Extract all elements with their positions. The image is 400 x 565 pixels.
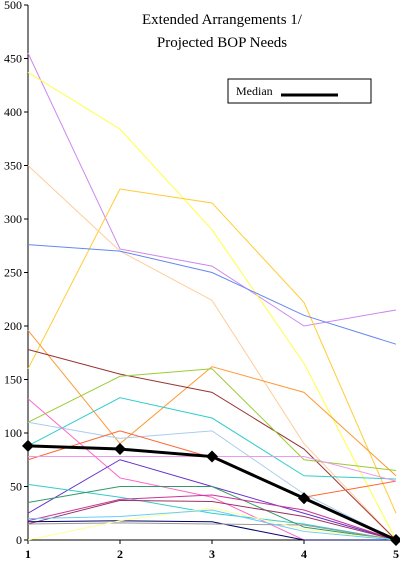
y-tick-label: 450	[4, 52, 22, 66]
median-layer	[22, 439, 400, 546]
series-line-4	[27, 165, 397, 541]
y-tick-label: 200	[4, 319, 22, 333]
legend: Median	[227, 78, 372, 104]
median-marker	[206, 450, 218, 463]
chart-title-line-1: Extended Arrangements 1/	[142, 12, 303, 28]
series-line-5	[27, 244, 397, 345]
series-line-2	[27, 71, 397, 541]
y-tick-label: 150	[4, 373, 22, 387]
y-tick-label: 500	[4, 0, 22, 12]
x-tick-label: 1	[25, 547, 31, 561]
y-tick-label: 100	[4, 426, 22, 440]
series-line-7	[27, 349, 397, 541]
series-line-19	[27, 520, 396, 541]
y-tick-label: 50	[10, 480, 22, 494]
x-tick-label: 3	[209, 547, 215, 561]
series-line-17	[27, 499, 397, 541]
chart-title-line-2: Projected BOP Needs	[157, 35, 287, 51]
series-line-1	[27, 52, 397, 327]
series-line-8	[27, 368, 397, 471]
series-layer	[27, 52, 397, 541]
series-line-22	[27, 509, 397, 541]
legend-label: Median	[236, 84, 273, 98]
y-tick-label: 400	[4, 105, 22, 119]
median-marker	[114, 443, 126, 456]
y-tick-label: 250	[4, 266, 22, 280]
median-marker	[298, 492, 310, 505]
median-marker	[22, 439, 34, 452]
series-line-15	[27, 483, 397, 541]
tick-labels: 0 50 100 150 200 250 300 350 400 450 500 1 2 3 4 5	[4, 0, 399, 561]
x-tick-label: 4	[301, 547, 307, 561]
x-tick-label: 2	[117, 547, 123, 561]
chart-title: Extended Arrangements 1/ Projected BOP N…	[142, 12, 303, 51]
series-line-16	[27, 486, 397, 541]
y-tick-label: 350	[4, 159, 22, 173]
median-marker	[390, 534, 400, 546]
y-tick-label: 0	[16, 533, 22, 547]
legend-box	[227, 78, 372, 104]
y-tick-label: 300	[4, 212, 22, 226]
series-line-9	[27, 397, 397, 480]
series-line-20	[27, 522, 397, 541]
series-line-21	[27, 507, 397, 541]
series-line-10	[27, 421, 397, 541]
series-line-18	[27, 494, 397, 541]
x-tick-label: 5	[393, 547, 399, 561]
series-line-6	[27, 329, 397, 477]
